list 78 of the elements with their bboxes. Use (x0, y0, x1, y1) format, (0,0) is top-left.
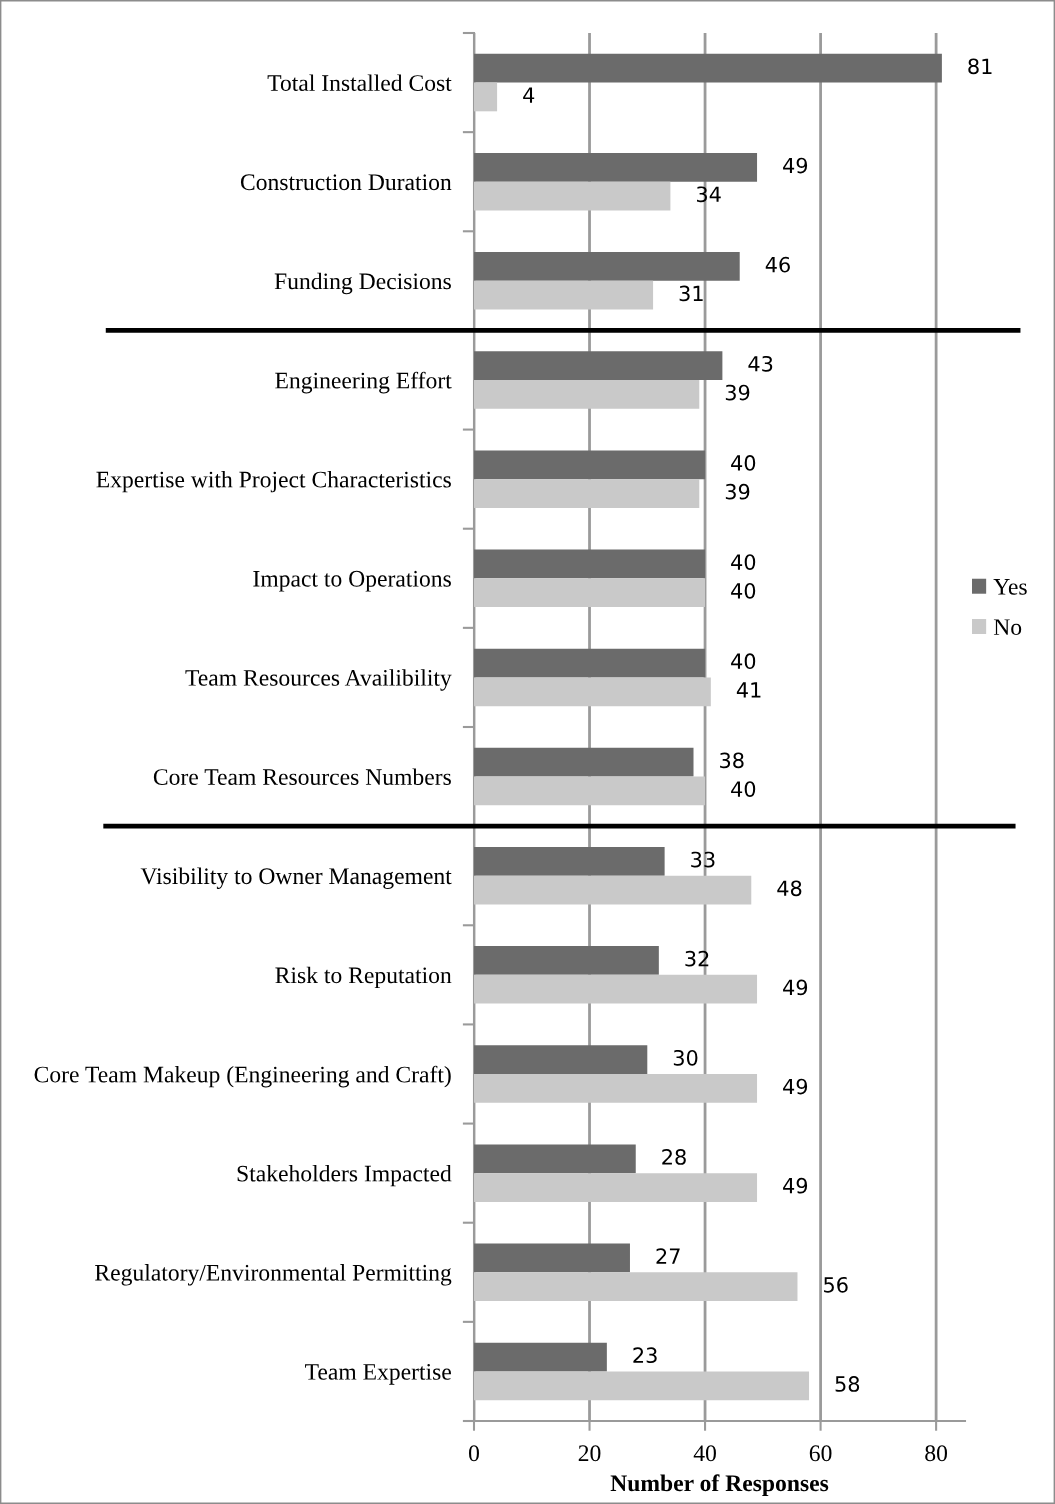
bar (474, 677, 711, 707)
x-tick-label: 20 (578, 1445, 601, 1462)
bar (474, 450, 706, 480)
x-tick-label: 60 (809, 1445, 832, 1462)
bar (474, 1173, 758, 1202)
legend-label: No (993, 619, 1022, 636)
x-tick-label: 40 (693, 1445, 716, 1462)
bar (474, 82, 498, 112)
data-label: 81 (968, 58, 992, 75)
bar (474, 747, 694, 777)
bar (474, 946, 659, 975)
data-label: 39 (725, 483, 750, 500)
bar (474, 351, 723, 380)
y-tick-label: Stakeholders Impacted (237, 1164, 452, 1187)
bar (474, 280, 654, 310)
data-label: 40 (731, 582, 756, 599)
y-tick-label: Risk to Reputation (275, 966, 452, 989)
data-label: 28 (662, 1149, 686, 1165)
y-tick-label: Core Team Makeup (Engineering and Craft) (34, 1065, 451, 1088)
x-axis-title: Number of Responses (610, 1474, 829, 1497)
data-label: 4 (523, 87, 535, 103)
data-label: 56 (824, 1276, 848, 1293)
x-tick-label: 80 (925, 1445, 948, 1462)
y-tick-label: Expertise with Project Characteristics (96, 470, 451, 493)
bar (474, 380, 700, 409)
data-label: 31 (679, 285, 703, 302)
data-label: 40 (731, 554, 756, 570)
data-label: 48 (777, 880, 802, 897)
data-label: 32 (685, 950, 709, 967)
data-label: 49 (783, 1177, 808, 1194)
data-label: 49 (783, 979, 808, 996)
bar (474, 1074, 758, 1103)
y-tick-label: Engineering Effort (275, 371, 452, 394)
bar (474, 1243, 630, 1273)
bar (474, 974, 758, 1004)
data-label: 33 (691, 851, 715, 868)
bar (474, 1371, 810, 1401)
bar (474, 549, 706, 579)
bar (474, 1272, 798, 1302)
bar (474, 648, 706, 678)
data-label: 49 (783, 157, 808, 174)
bar (474, 1045, 648, 1074)
y-tick-label: Funding Decisions (274, 272, 451, 295)
bar (474, 53, 942, 83)
data-label: 40 (731, 781, 756, 797)
data-label: 41 (736, 682, 761, 698)
data-label: 40 (731, 653, 756, 670)
legend-label: Yes (993, 579, 1027, 595)
data-label: 49 (783, 1078, 808, 1095)
y-tick-label: Total Installed Cost (267, 74, 452, 91)
bar (474, 152, 758, 182)
bar (474, 846, 665, 876)
data-label: 58 (835, 1376, 860, 1392)
bar (474, 875, 752, 905)
bar (474, 181, 671, 211)
data-label: 46 (765, 256, 790, 273)
y-tick-label: Team Expertise (305, 1363, 451, 1385)
bar (474, 578, 706, 608)
y-tick-label: Team Resources Availibility (185, 669, 452, 691)
y-tick-label: Visibility to Owner Management (140, 867, 452, 889)
bar (474, 1144, 636, 1174)
data-label: 23 (633, 1347, 657, 1364)
y-tick-label: Regulatory/Environmental Permitting (95, 1264, 452, 1286)
y-tick-label: Impact to Operations (253, 570, 451, 592)
data-label: 38 (720, 752, 744, 769)
y-tick-label: Construction Duration (240, 174, 452, 191)
data-label: 34 (696, 186, 721, 203)
data-label: 30 (673, 1049, 698, 1066)
data-label: 39 (725, 384, 750, 401)
bar (474, 252, 740, 281)
data-label: 43 (748, 355, 773, 372)
y-tick-label: Core Team Resources Numbers (153, 768, 451, 785)
bar (474, 776, 706, 806)
data-label: 40 (731, 455, 756, 471)
data-label: 27 (656, 1248, 680, 1264)
bar (474, 479, 700, 508)
x-tick-label: 0 (469, 1445, 479, 1462)
bar (474, 1342, 607, 1372)
